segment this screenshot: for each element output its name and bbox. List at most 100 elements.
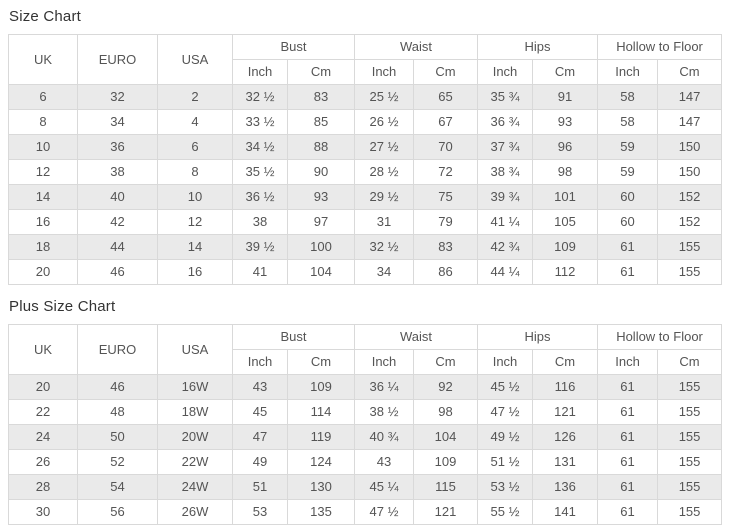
- table-cell: 14: [157, 234, 233, 260]
- table-cell: 59: [597, 134, 659, 160]
- table-cell: 90: [286, 159, 356, 185]
- table-cell: 51: [232, 474, 288, 500]
- table-cell: 50: [77, 424, 158, 450]
- size-chart-title: Size Chart: [9, 8, 82, 25]
- table-row: 28 54 24W 51 130 45 ¼ 115 53 ½ 136 61 155: [8, 474, 723, 500]
- plus-size-chart-header-row-units: Inch Cm Inch Cm Inch Cm Inch Cm: [9, 349, 723, 375]
- table-cell: 29 ½: [354, 184, 415, 210]
- col-header-waist-inch: Inch: [354, 349, 415, 375]
- table-cell: 38 ¾: [477, 159, 534, 185]
- col-header-euro: EURO: [77, 324, 158, 375]
- table-cell: 40 ¾: [354, 424, 415, 450]
- table-cell: 16: [8, 209, 78, 235]
- table-cell: 61: [597, 234, 659, 260]
- table-cell: 109: [532, 234, 599, 260]
- table-cell: 72: [413, 159, 479, 185]
- col-header-hollow-cm: Cm: [657, 349, 723, 375]
- size-chart-header-row-units: Inch Cm Inch Cm Inch Cm Inch Cm: [9, 59, 723, 85]
- col-header-hips-cm: Cm: [532, 59, 599, 85]
- col-header-hollow-to-floor: Hollow to Floor: [597, 34, 723, 60]
- plus-size-chart-body: 20 46 16W 43 109 36 ¼ 92 45 ½ 116 61 155 22 48 18W 45 1…: [8, 374, 723, 525]
- col-header-bust: Bust: [231, 34, 356, 60]
- table-cell: 44: [77, 234, 158, 260]
- table-cell: 26 ½: [354, 109, 415, 135]
- table-cell: 54: [77, 474, 158, 500]
- col-header-hips-cm: Cm: [532, 349, 599, 375]
- table-cell: 70: [413, 134, 479, 160]
- table-cell: 41: [232, 259, 288, 285]
- table-cell: 65: [413, 84, 479, 110]
- table-cell: 83: [413, 234, 479, 260]
- table-cell: 42: [77, 209, 158, 235]
- table-cell: 96: [532, 134, 599, 160]
- table-cell: 10: [8, 134, 78, 160]
- table-cell: 93: [532, 109, 599, 135]
- table-cell: 86: [413, 259, 479, 285]
- table-cell: 155: [657, 424, 723, 450]
- size-chart-header-row-groups: UK EURO USA Bust Waist Hips Hollow to Fl…: [8, 34, 723, 85]
- table-row: 30 56 26W 53 135 47 ½ 121 55 ½ 141 61 155: [8, 499, 723, 525]
- table-cell: 92: [413, 374, 479, 400]
- table-row: 24 50 20W 47 119 40 ¾ 104 49 ½ 126 61 155: [8, 424, 723, 450]
- table-cell: 104: [413, 424, 479, 450]
- table-cell: 67: [413, 109, 479, 135]
- table-row: 26 52 22W 49 124 43 109 51 ½ 131 61 155: [8, 449, 723, 475]
- table-cell: 35 ¾: [477, 84, 534, 110]
- table-cell: 40: [77, 184, 158, 210]
- table-cell: 155: [657, 259, 723, 285]
- table-cell: 22W: [157, 449, 233, 475]
- table-cell: 46: [77, 259, 158, 285]
- table-cell: 75: [413, 184, 479, 210]
- table-cell: 60: [597, 184, 659, 210]
- table-row: 6 32 2 32 ½ 83 25 ½ 65 35 ¾ 91 58 147: [8, 84, 723, 110]
- table-cell: 53: [232, 499, 288, 525]
- table-cell: 36 ¾: [477, 109, 534, 135]
- col-header-hips: Hips: [477, 34, 599, 60]
- table-row: 18 44 14 39 ½ 100 32 ½ 83 42 ¾ 109 61 155: [8, 234, 723, 260]
- table-cell: 24W: [157, 474, 233, 500]
- col-header-waist-cm: Cm: [413, 59, 479, 85]
- table-cell: 150: [657, 134, 723, 160]
- table-cell: 58: [597, 109, 659, 135]
- table-cell: 8: [8, 109, 78, 135]
- table-cell: 88: [286, 134, 356, 160]
- table-cell: 31: [354, 209, 415, 235]
- table-cell: 114: [286, 399, 356, 425]
- table-cell: 36: [77, 134, 158, 160]
- table-cell: 39 ½: [232, 234, 288, 260]
- table-cell: 28 ½: [354, 159, 415, 185]
- table-cell: 42 ¾: [477, 234, 534, 260]
- table-cell: 61: [597, 399, 659, 425]
- table-cell: 152: [657, 184, 723, 210]
- table-cell: 18W: [157, 399, 233, 425]
- table-cell: 34 ½: [232, 134, 288, 160]
- plus-size-chart-header-row-groups: UK EURO USA Bust Waist Hips Hollow to Fl…: [8, 324, 723, 375]
- col-header-waist: Waist: [354, 324, 479, 350]
- size-chart-body: 6 32 2 32 ½ 83 25 ½ 65 35 ¾ 91 58 147 8 34 4 33 ½ 85 26 …: [8, 84, 723, 285]
- table-cell: 105: [532, 209, 599, 235]
- table-cell: 10: [157, 184, 233, 210]
- table-cell: 48: [77, 399, 158, 425]
- table-cell: 30: [8, 499, 78, 525]
- table-cell: 79: [413, 209, 479, 235]
- table-cell: 126: [532, 424, 599, 450]
- table-cell: 141: [532, 499, 599, 525]
- table-cell: 61: [597, 374, 659, 400]
- table-cell: 116: [532, 374, 599, 400]
- table-cell: 85: [286, 109, 356, 135]
- table-cell: 59: [597, 159, 659, 185]
- table-cell: 20: [8, 374, 78, 400]
- table-cell: 91: [532, 84, 599, 110]
- table-cell: 93: [286, 184, 356, 210]
- table-cell: 51 ½: [477, 449, 534, 475]
- table-cell: 155: [657, 499, 723, 525]
- table-cell: 56: [77, 499, 158, 525]
- table-cell: 61: [597, 499, 659, 525]
- table-cell: 28: [8, 474, 78, 500]
- col-header-waist: Waist: [354, 34, 479, 60]
- table-cell: 8: [157, 159, 233, 185]
- table-cell: 45: [232, 399, 288, 425]
- col-header-waist-inch: Inch: [354, 59, 415, 85]
- plus-size-chart-title: Plus Size Chart: [9, 298, 116, 315]
- table-cell: 101: [532, 184, 599, 210]
